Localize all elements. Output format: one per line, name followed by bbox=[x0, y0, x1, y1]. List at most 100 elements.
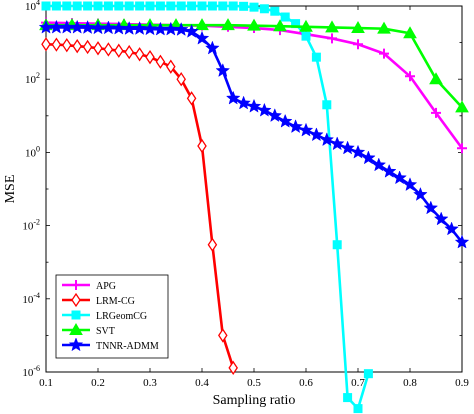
x-tick-label: 0.4 bbox=[195, 377, 209, 389]
series-tnnr-admm bbox=[38, 19, 470, 249]
data-point-lrm-cg bbox=[82, 39, 93, 55]
data-point-apg bbox=[405, 71, 415, 82]
data-point-lrgeomcg bbox=[280, 12, 290, 22]
data-point-lrm-cg bbox=[41, 37, 51, 52]
data-point-tnnr-admm bbox=[205, 40, 220, 55]
data-point-tnnr-admm bbox=[111, 20, 127, 35]
x-tick-label: 0.2 bbox=[91, 377, 105, 389]
data-point-tnnr-admm bbox=[361, 150, 376, 165]
data-point-lrgeomcg bbox=[270, 6, 280, 16]
data-point-lrgeomcg bbox=[259, 4, 269, 14]
data-point-tnnr-admm bbox=[340, 140, 355, 155]
y-tick-label: 104 bbox=[25, 0, 40, 13]
data-point-tnnr-admm bbox=[298, 122, 314, 137]
data-point-apg bbox=[353, 39, 363, 50]
data-point-lrm-cg bbox=[186, 91, 197, 106]
legend-label-tnnr-admm: TNNR-ADMM bbox=[96, 341, 159, 352]
data-point-lrgeomcg bbox=[166, 1, 176, 11]
y-tick-label: 10-6 bbox=[22, 364, 40, 379]
data-point-apg bbox=[327, 33, 337, 44]
data-point-lrm-cg bbox=[155, 54, 166, 69]
y-tick-label: 102 bbox=[25, 71, 40, 86]
data-point-tnnr-admm bbox=[184, 23, 199, 38]
data-point-lrm-cg bbox=[134, 47, 145, 62]
data-point-tnnr-admm bbox=[267, 108, 283, 123]
data-point-lrgeomcg bbox=[114, 1, 124, 11]
data-point-svt bbox=[455, 100, 469, 113]
data-point-lrm-cg bbox=[145, 49, 155, 65]
data-point-lrgeomcg bbox=[218, 1, 228, 11]
legend-marker-apg bbox=[71, 280, 81, 290]
data-point-tnnr-admm bbox=[69, 19, 85, 34]
data-point-apg bbox=[431, 107, 441, 118]
data-point-svt bbox=[429, 72, 443, 85]
data-point-tnnr-admm bbox=[319, 132, 335, 147]
series-line-apg bbox=[45, 21, 464, 150]
series-lrm-cg bbox=[41, 37, 238, 376]
y-axis-title: MSE bbox=[3, 175, 18, 204]
data-point-lrm-cg bbox=[62, 38, 72, 53]
data-point-svt bbox=[299, 19, 313, 32]
data-point-lrm-cg bbox=[228, 360, 238, 376]
data-point-svt bbox=[325, 20, 339, 33]
data-point-tnnr-admm bbox=[288, 119, 303, 134]
data-point-svt bbox=[221, 18, 235, 31]
data-point-tnnr-admm bbox=[101, 20, 116, 35]
data-point-svt bbox=[403, 26, 417, 39]
data-point-lrgeomcg bbox=[207, 1, 217, 11]
data-point-tnnr-admm bbox=[173, 22, 189, 36]
data-point-lrgeomcg bbox=[155, 1, 165, 11]
data-point-lrgeomcg bbox=[311, 52, 321, 62]
data-point-tnnr-admm bbox=[454, 234, 470, 249]
data-point-tnnr-admm bbox=[402, 177, 418, 192]
data-point-lrgeomcg bbox=[332, 240, 342, 250]
data-point-lrgeomcg bbox=[187, 1, 197, 11]
legend-label-svt: SVT bbox=[96, 326, 115, 337]
data-point-tnnr-admm bbox=[392, 170, 407, 185]
data-point-tnnr-admm bbox=[371, 157, 387, 172]
data-point-tnnr-admm bbox=[350, 144, 366, 159]
x-tick-label: 0.6 bbox=[299, 377, 313, 389]
data-point-lrgeomcg bbox=[363, 369, 373, 379]
data-point-lrgeomcg bbox=[124, 1, 134, 11]
data-point-tnnr-admm bbox=[277, 113, 293, 128]
data-point-lrm-cg bbox=[124, 44, 134, 60]
data-point-svt bbox=[351, 21, 365, 34]
legend-label-lrgeomcg: LRGeomCG bbox=[96, 311, 147, 322]
data-point-lrgeomcg bbox=[301, 31, 311, 41]
data-point-apg bbox=[457, 143, 467, 154]
data-point-lrm-cg bbox=[114, 43, 124, 58]
data-point-lrgeomcg bbox=[135, 1, 145, 11]
series-apg bbox=[41, 17, 467, 154]
x-tick-label: 0.3 bbox=[143, 377, 157, 389]
data-point-tnnr-admm bbox=[132, 20, 147, 35]
data-point-lrgeomcg bbox=[72, 1, 82, 11]
legend: APG LRM-CG LRGeomCG SVT TNNR-ADMM bbox=[55, 274, 169, 359]
data-point-lrgeomcg bbox=[62, 1, 72, 11]
data-point-lrm-cg bbox=[93, 41, 103, 56]
data-point-lrm-cg bbox=[218, 328, 228, 343]
series-svt bbox=[39, 18, 469, 113]
data-point-lrgeomcg bbox=[353, 404, 363, 414]
legend-marker-lrm-cg bbox=[71, 292, 81, 308]
data-point-lrgeomcg bbox=[83, 1, 93, 11]
data-point-tnnr-admm bbox=[329, 136, 345, 151]
data-point-lrgeomcg bbox=[228, 1, 238, 11]
x-axis: 0.1 0.2 0.3 0.4 0.5 0.6 0.7 0.8 0.9 bbox=[39, 6, 469, 389]
data-point-tnnr-admm bbox=[215, 63, 231, 77]
x-axis-title: Sampling ratio bbox=[213, 393, 296, 408]
data-point-apg bbox=[379, 48, 389, 59]
data-point-lrgeomcg bbox=[197, 1, 207, 11]
data-point-lrm-cg bbox=[176, 72, 186, 87]
data-point-lrm-cg bbox=[207, 237, 218, 252]
x-tick-label: 0.8 bbox=[403, 377, 417, 389]
data-point-lrgeomcg bbox=[51, 1, 61, 11]
legend-marker-lrgeomcg bbox=[71, 310, 81, 320]
data-point-tnnr-admm bbox=[444, 221, 459, 236]
legend-marker-svt bbox=[69, 322, 83, 335]
data-point-lrgeomcg bbox=[322, 100, 332, 110]
series-layer bbox=[38, 1, 470, 414]
data-point-lrgeomcg bbox=[176, 1, 186, 11]
data-point-lrgeomcg bbox=[103, 1, 113, 11]
series-line-tnnr-admm bbox=[46, 26, 464, 244]
